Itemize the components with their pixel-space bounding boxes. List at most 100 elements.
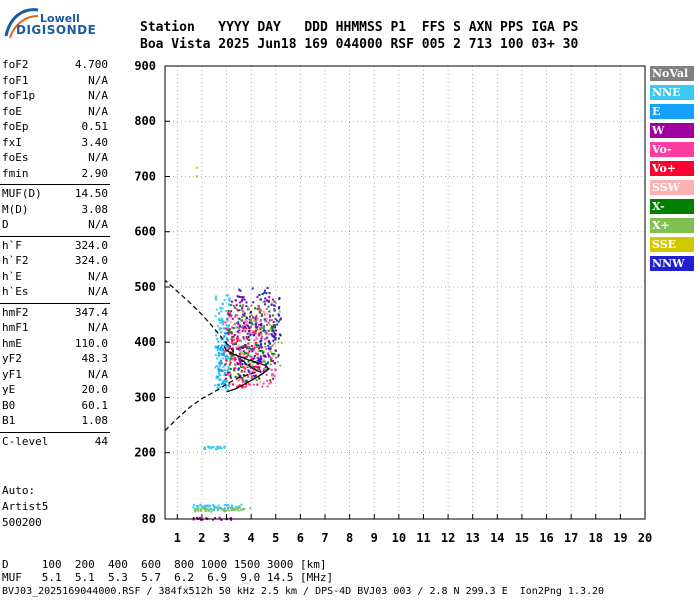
echo-point	[248, 372, 251, 375]
echo-point	[218, 362, 221, 365]
echo-point	[252, 319, 255, 322]
param-row: foF2 4.700	[0, 58, 110, 74]
param-name: h`F	[2, 238, 22, 252]
echo-point	[243, 314, 246, 317]
echo-point	[246, 346, 249, 349]
echo-point	[263, 326, 266, 329]
echo-point	[226, 373, 229, 376]
echo-point	[228, 385, 231, 388]
param-name: h`F2	[2, 254, 29, 267]
echo-point	[263, 342, 266, 345]
echo-point	[224, 332, 227, 335]
echo-point	[266, 362, 269, 365]
echo-point	[214, 517, 217, 520]
echo-point	[239, 377, 242, 380]
echo-point	[234, 299, 237, 302]
echo-point	[251, 347, 254, 350]
echo-point	[273, 352, 276, 355]
echo-point	[218, 328, 221, 331]
echo-point	[203, 505, 206, 508]
echo-point	[256, 318, 259, 321]
legend: NoVal NNE E W Vo- Vo+ SSW X- X+ SSE NNW	[650, 66, 694, 275]
echo-point	[215, 295, 218, 298]
echo-point	[259, 318, 262, 321]
echo-point	[264, 333, 267, 336]
echo-point	[218, 516, 221, 519]
echo-point	[228, 359, 231, 362]
echo-point	[229, 517, 232, 520]
chart-grid	[165, 65, 646, 520]
echo-point	[204, 506, 207, 509]
echo-point	[234, 314, 237, 317]
y-tick-label: 800	[134, 114, 156, 128]
param-name: h`Es	[2, 285, 29, 298]
echo-point	[234, 367, 237, 370]
echo-point	[222, 508, 225, 511]
echo-point	[274, 301, 277, 304]
echo-point	[253, 370, 256, 373]
echo-point	[277, 337, 280, 340]
param-value: 4.700	[74, 58, 108, 71]
echo-point	[214, 297, 217, 300]
param-name: yE	[2, 383, 16, 396]
echo-point	[257, 365, 260, 368]
echo-point	[245, 327, 248, 330]
echo-point	[260, 326, 263, 329]
echo-point	[226, 355, 229, 358]
echo-point	[263, 360, 266, 363]
echo-point	[226, 345, 229, 348]
echo-point	[226, 349, 229, 352]
echo-point	[223, 335, 226, 338]
echo-point	[232, 507, 235, 510]
echo-point	[248, 370, 251, 373]
x-tick-label: 14	[490, 531, 504, 545]
echo-point	[259, 328, 262, 331]
echo-point	[225, 319, 228, 322]
echo-point	[224, 355, 227, 358]
echo-point	[231, 383, 234, 386]
echo-point	[257, 357, 260, 360]
echo-point	[255, 342, 258, 345]
echo-point	[273, 324, 276, 327]
echo-point	[237, 373, 240, 376]
echo-point	[250, 377, 253, 380]
param-value: 0.51	[81, 120, 109, 133]
echo-point	[270, 302, 273, 305]
echo-point	[259, 359, 262, 362]
echo-point	[267, 299, 270, 302]
echo-point	[266, 287, 269, 290]
echo-point	[214, 384, 217, 387]
param-name: foF2	[2, 58, 29, 71]
x-tick-label: 5	[272, 531, 279, 545]
echo-point	[214, 354, 217, 357]
echo-point	[222, 349, 225, 352]
echo-point	[206, 504, 209, 507]
echo-point	[270, 319, 273, 322]
echo-point	[228, 328, 231, 331]
echo-point	[273, 308, 276, 311]
echo-point	[239, 357, 242, 360]
x-tick-label: 13	[465, 531, 479, 545]
echo-point	[234, 315, 237, 318]
echo-point	[211, 445, 214, 448]
echo-point	[272, 354, 275, 357]
echo-point	[224, 363, 227, 366]
echo-point	[224, 346, 227, 349]
echo-point	[196, 516, 199, 519]
echo-point	[246, 332, 249, 335]
echo-point	[233, 369, 236, 372]
x-tick-label: 2	[198, 531, 205, 545]
echo-point	[250, 348, 253, 351]
echo-point	[256, 360, 259, 363]
echo-point	[260, 337, 263, 340]
echo-point	[234, 375, 237, 378]
echo-point	[242, 326, 245, 329]
param-name: foEs	[2, 151, 29, 164]
echo-point	[215, 448, 218, 451]
param-row: foF1p N/A	[0, 89, 110, 105]
echo-point	[264, 345, 267, 348]
echo-point	[257, 359, 260, 362]
echo-point	[241, 304, 244, 307]
echo-point	[231, 358, 234, 361]
echo-point	[241, 330, 244, 333]
